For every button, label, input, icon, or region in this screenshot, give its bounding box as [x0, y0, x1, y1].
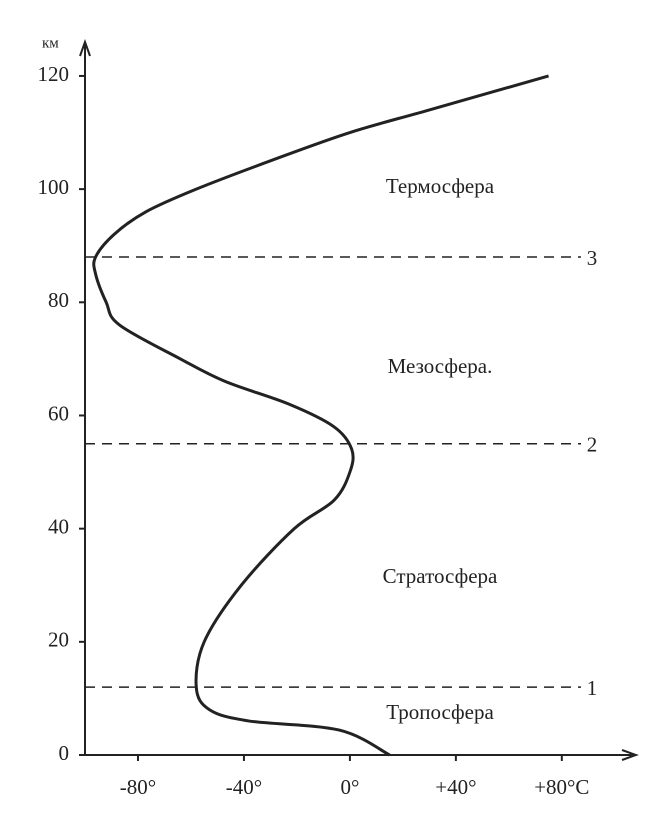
- layer-label: Термосфера: [386, 174, 495, 198]
- x-tick-label: +40°: [435, 775, 476, 799]
- level-label: 1: [587, 676, 598, 700]
- y-tick-label: 120: [38, 62, 70, 86]
- y-axis-label: км: [42, 35, 59, 51]
- layer-label: Тропосфера: [386, 700, 494, 724]
- x-tick-label: +80°C: [534, 775, 589, 799]
- x-axis-arrow: [621, 749, 639, 761]
- y-tick-label: 20: [48, 628, 69, 652]
- y-tick-label: 0: [59, 741, 70, 765]
- x-tick-label: 0°: [340, 775, 359, 799]
- y-tick-label: 40: [48, 514, 69, 538]
- y-tick-label: 100: [38, 175, 70, 199]
- x-tick-label: -80°: [120, 775, 156, 799]
- layer-label: Стратосфера: [383, 564, 498, 588]
- level-label: 2: [587, 433, 598, 457]
- x-tick-label: -40°: [226, 775, 262, 799]
- temperature-curve: [92, 74, 549, 757]
- y-axis-arrow: [79, 39, 91, 57]
- layer-label: Мезосфера.: [388, 354, 493, 378]
- level-label: 3: [587, 246, 598, 270]
- y-tick-label: 60: [48, 401, 69, 425]
- y-tick-label: 80: [48, 288, 69, 312]
